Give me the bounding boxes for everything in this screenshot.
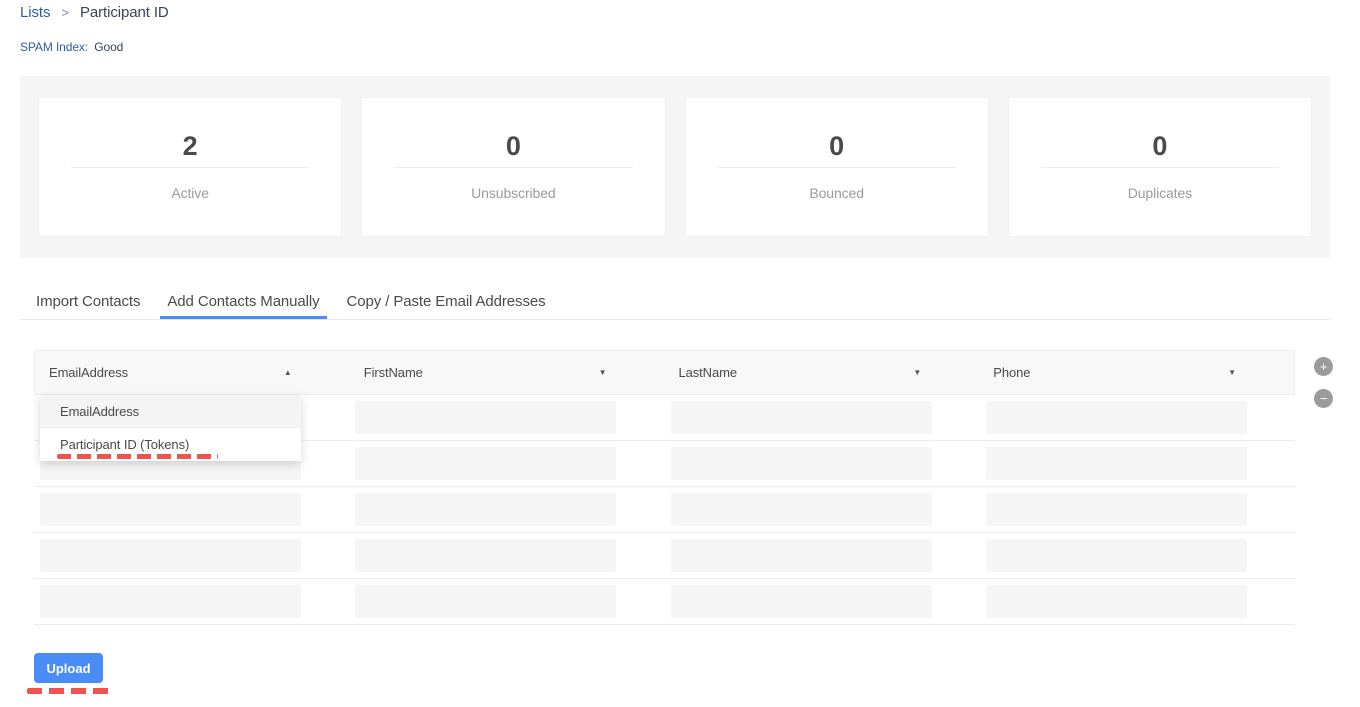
stat-label: Unsubscribed: [471, 185, 556, 201]
table-row: [34, 579, 1295, 625]
table-cell: [665, 487, 980, 532]
tab-add-contacts-manually[interactable]: Add Contacts Manually: [160, 288, 327, 319]
contact-field-input[interactable]: [40, 585, 301, 618]
table-cell: [665, 441, 980, 486]
spam-index: SPAM Index: Good: [20, 40, 123, 55]
stat-card-active: 2 Active: [38, 97, 343, 237]
contact-field-input[interactable]: [985, 493, 1247, 526]
breadcrumb-lists-link[interactable]: Lists: [20, 4, 51, 21]
column-select-phone[interactable]: Phone ▼: [979, 351, 1294, 394]
divider: [717, 167, 956, 168]
table-cell: [349, 533, 664, 578]
table-cell: [980, 395, 1295, 440]
column-select-lastname[interactable]: LastName ▼: [665, 351, 980, 394]
divider: [1040, 167, 1279, 168]
page-title: Participant ID: [80, 4, 169, 21]
stat-card-unsubscribed: 0 Unsubscribed: [361, 97, 666, 237]
tab-copy-paste-email-addresses[interactable]: Copy / Paste Email Addresses: [346, 293, 546, 310]
table-cell: [665, 395, 980, 440]
dropdown-option-participant-id-tokens[interactable]: Participant ID (Tokens): [40, 428, 301, 461]
table-row: [34, 487, 1295, 533]
table-cell: [34, 533, 349, 578]
contact-field-input[interactable]: [40, 493, 301, 526]
stat-value: 0: [829, 131, 845, 161]
column-dropdown-menu: EmailAddress Participant ID (Tokens): [40, 395, 301, 461]
contact-field-input[interactable]: [670, 493, 932, 526]
breadcrumb-chevron-icon: >: [61, 5, 69, 20]
add-row-button[interactable]: +: [1314, 357, 1333, 376]
breadcrumb: Lists > Participant ID: [20, 3, 169, 22]
minus-icon: −: [1319, 391, 1328, 406]
dropdown-option-label: Participant ID (Tokens): [60, 437, 190, 452]
annotation-dashed-underline: [27, 688, 111, 694]
contacts-table-header: EmailAddress ▲ FirstName ▼ LastName ▼ Ph…: [34, 350, 1295, 395]
contact-field-input[interactable]: [355, 493, 617, 526]
table-cell: [980, 441, 1295, 486]
tab-import-contacts[interactable]: Import Contacts: [36, 293, 141, 310]
contact-field-input[interactable]: [355, 447, 617, 480]
contact-field-input[interactable]: [670, 401, 932, 434]
column-select-firstname[interactable]: FirstName ▼: [350, 351, 665, 394]
contact-field-input[interactable]: [670, 585, 932, 618]
table-cell: [980, 533, 1295, 578]
contact-field-input[interactable]: [670, 447, 932, 480]
table-cell: [980, 487, 1295, 532]
tab-bar: Import Contacts Add Contacts Manually Copy…: [20, 288, 1330, 320]
contact-field-input[interactable]: [985, 585, 1247, 618]
spam-index-value: Good: [94, 40, 124, 54]
table-cell: [349, 395, 664, 440]
divider: [71, 167, 310, 168]
contact-field-input[interactable]: [355, 585, 617, 618]
table-cell: [349, 579, 664, 624]
column-select-value: EmailAddress: [49, 365, 128, 380]
upload-button[interactable]: Upload: [34, 653, 103, 683]
dropdown-option-label: EmailAddress: [60, 403, 139, 419]
table-cell: [665, 579, 980, 624]
stat-label: Active: [171, 185, 209, 201]
annotation-dashed-underline: [57, 454, 218, 459]
table-cell: [34, 487, 349, 532]
contact-field-input[interactable]: [985, 539, 1247, 572]
plus-icon: +: [1319, 359, 1328, 374]
contact-field-input[interactable]: [985, 401, 1247, 434]
table-cell: [349, 487, 664, 532]
caret-down-icon: ▼: [1228, 368, 1236, 377]
table-cell: [665, 533, 980, 578]
spam-index-label: SPAM Index:: [20, 40, 89, 54]
contact-field-input[interactable]: [355, 539, 617, 572]
contact-field-input[interactable]: [985, 447, 1247, 480]
dropdown-option-emailaddress[interactable]: EmailAddress: [40, 395, 301, 428]
stat-card-bounced: 0 Bounced: [684, 97, 989, 237]
column-select-value: LastName: [678, 365, 738, 380]
stat-value: 0: [505, 131, 521, 161]
stat-value: 0: [1152, 131, 1168, 161]
caret-down-icon: ▼: [598, 368, 607, 377]
caret-down-icon: ▼: [913, 368, 922, 377]
contact-field-input[interactable]: [355, 401, 617, 434]
table-row: [34, 533, 1295, 579]
stat-label: Bounced: [809, 185, 864, 201]
table-cell: [349, 441, 664, 486]
table-cell: [34, 579, 349, 624]
contacts-table: EmailAddress ▲ FirstName ▼ LastName ▼ Ph…: [34, 350, 1295, 625]
column-select-emailaddress[interactable]: EmailAddress ▲: [35, 351, 350, 394]
column-select-value: FirstName: [363, 365, 423, 380]
stat-label: Duplicates: [1127, 185, 1193, 201]
table-cell: [980, 579, 1295, 624]
contact-field-input[interactable]: [40, 539, 301, 572]
divider: [394, 167, 633, 168]
caret-up-icon: ▲: [283, 368, 292, 377]
column-select-value: Phone: [993, 365, 1031, 380]
stat-value: 2: [182, 131, 198, 161]
contact-field-input[interactable]: [670, 539, 932, 572]
stats-row: 2 Active 0 Unsubscribed 0 Bounced 0 Dupl…: [20, 76, 1330, 258]
remove-row-button[interactable]: −: [1314, 389, 1333, 408]
stat-card-duplicates: 0 Duplicates: [1007, 97, 1312, 237]
